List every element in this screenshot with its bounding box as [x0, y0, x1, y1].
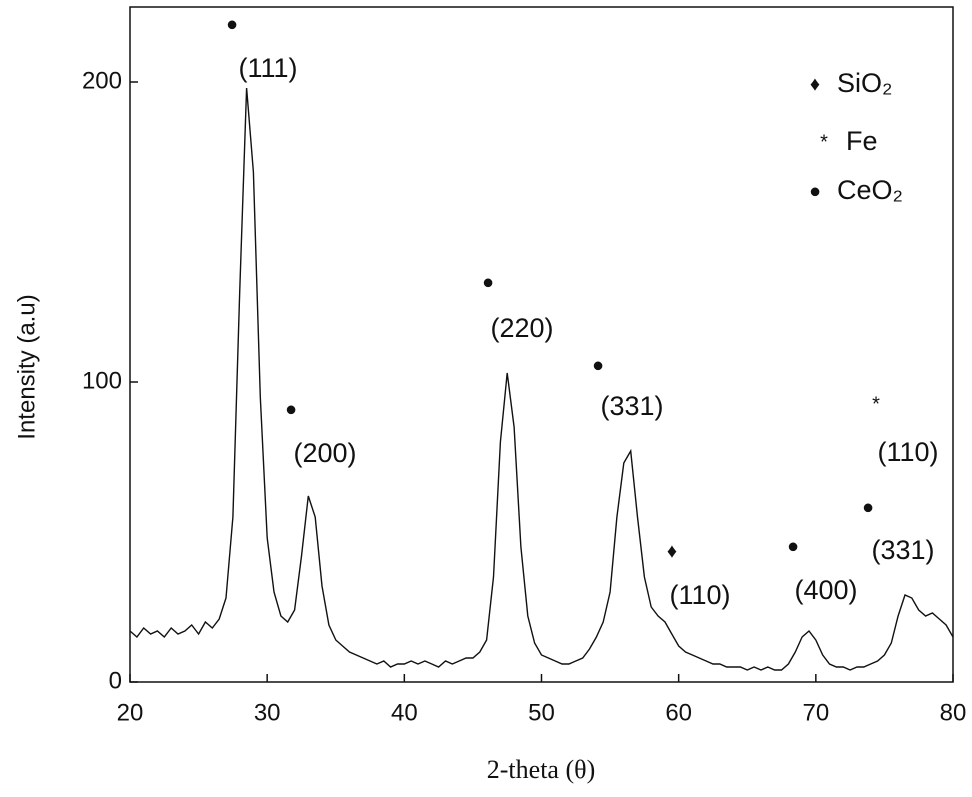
peak-marker: ●	[787, 535, 799, 557]
peak-marker: ●	[285, 398, 297, 420]
x-tick-label: 40	[391, 699, 418, 726]
x-tick-label: 80	[940, 699, 967, 726]
y-tick-label: 0	[109, 667, 122, 694]
y-tick-label: 200	[82, 67, 122, 94]
peak-label: (220)	[490, 313, 553, 343]
xrd-line	[129, 87, 954, 671]
peak-label: (331)	[871, 535, 934, 565]
legend-label: Fe	[846, 126, 878, 156]
peak-label: (331)	[600, 391, 663, 421]
peak-label: (200)	[293, 438, 356, 468]
legend-marker: *	[820, 131, 828, 153]
peak-label: (400)	[794, 575, 857, 605]
legend-label: SiO₂	[837, 68, 893, 98]
peak-marker: ♦	[667, 540, 677, 562]
x-tick-label: 30	[254, 699, 281, 726]
x-tick-label: 20	[117, 699, 144, 726]
peak-label: (110)	[877, 437, 938, 467]
peak-marker: ●	[862, 496, 874, 518]
x-tick-label: 70	[802, 699, 829, 726]
peak-marker: *	[872, 393, 880, 415]
peak-marker: ●	[226, 13, 238, 35]
x-tick-label: 50	[528, 699, 555, 726]
peak-label: (111)	[238, 53, 297, 83]
legend-marker: ♦	[810, 73, 820, 95]
y-axis-label: Intensity (a.u)	[13, 294, 40, 439]
x-axis-label: 2-theta (θ)	[487, 755, 595, 784]
peak-marker: ●	[482, 271, 494, 293]
y-tick-label: 100	[82, 367, 122, 394]
legend-marker: ●	[809, 180, 821, 202]
peak-marker: ●	[592, 354, 604, 376]
peak-label: (110)	[669, 580, 730, 610]
legend-label: CeO₂	[837, 175, 903, 205]
x-tick-label: 60	[665, 699, 692, 726]
